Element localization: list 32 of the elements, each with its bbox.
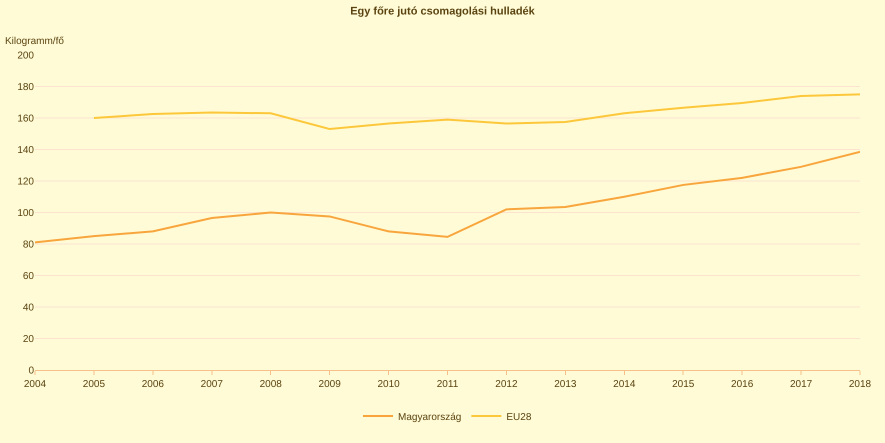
x-tick-label: 2008 [260,379,282,390]
y-tick-label: 0 [28,366,34,376]
y-tick-label: 80 [22,240,34,250]
line-series [92,93,860,130]
x-tick-label: 2004 [24,379,47,390]
y-tick-label: 100 [17,208,34,219]
legend-label: EU28 [506,412,532,423]
y-tick-label: 40 [22,302,34,314]
x-tick-label: 2005 [82,379,106,390]
x-tick-label: 2014 [613,379,636,390]
x-tick-label: 2006 [142,379,164,390]
x-tick-label: 2007 [200,379,224,390]
x-tick-label: 2010 [377,379,400,390]
x-tick-label: 2016 [731,379,754,390]
y-tick-label: 60 [22,271,34,282]
y-tick-label: 140 [17,145,34,156]
y-tick-label: 180 [17,82,34,93]
y-tick-label: 120 [17,176,34,188]
x-tick-label: 2013 [554,379,577,390]
legend-label: Magyarország [398,412,462,423]
x-tick-label: 2012 [495,379,518,390]
chart-title: Egy főre jutó csomagolási hulladék [350,5,536,18]
x-tick-label: 2009 [318,379,342,390]
y-tick-label: 200 [17,50,34,62]
y-axis-title: Kilogramm/fő [5,36,64,47]
y-tick-label: 160 [17,114,34,124]
line-series [35,150,860,244]
x-tick-label: 2018 [848,379,872,390]
x-tick-label: 2015 [672,379,695,390]
x-tick-label: 2017 [790,379,813,390]
y-tick-label: 20 [22,334,34,345]
x-tick-label: 2011 [436,379,459,390]
